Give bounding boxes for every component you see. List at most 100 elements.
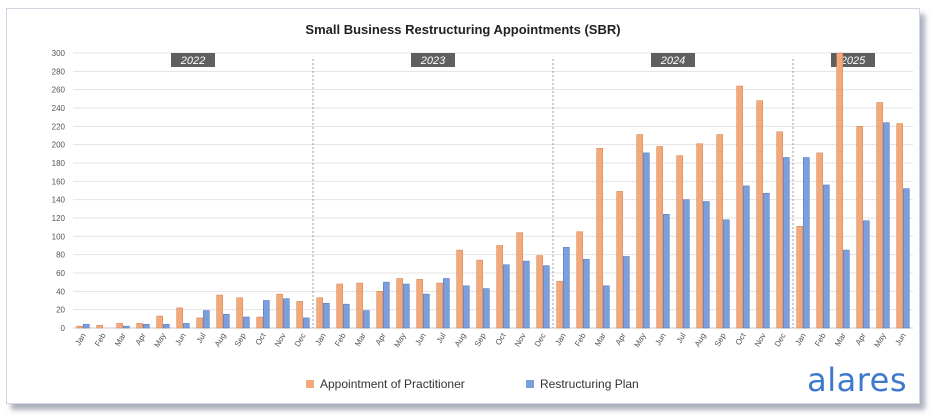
bar-restructuring xyxy=(382,281,390,329)
bar-restructuring xyxy=(902,188,910,329)
x-tick-label: Dec xyxy=(293,332,308,349)
bar-appointment xyxy=(596,148,604,329)
x-tick-label: Apr xyxy=(614,331,628,347)
bar-restructuring xyxy=(882,122,890,329)
y-tick-label: 240 xyxy=(52,104,66,113)
bar-appointment xyxy=(196,317,203,329)
x-tick-label: Jul xyxy=(675,331,688,345)
x-tick-label: Apr xyxy=(134,331,148,347)
chart-title: Small Business Restructuring Appointment… xyxy=(305,22,621,37)
x-tick-label: Dec xyxy=(773,332,788,349)
bar-appointment xyxy=(536,255,544,329)
bar-restructuring xyxy=(542,265,550,329)
bar-restructuring xyxy=(642,152,650,329)
x-tick-label: Nov xyxy=(513,332,528,349)
alares-logo: alares xyxy=(807,361,907,399)
bar-appointment xyxy=(216,294,223,329)
bar-restructuring xyxy=(862,220,870,329)
x-tick-label: Jun xyxy=(893,332,907,348)
bar-appointment xyxy=(576,231,584,329)
bar-appointment xyxy=(176,307,183,329)
y-tick-label: 120 xyxy=(52,214,66,223)
bar-appointment xyxy=(76,325,83,329)
bar-appointment xyxy=(516,232,524,329)
year-label-badge xyxy=(171,53,215,67)
bar-restructuring xyxy=(622,256,630,329)
bar-appointment xyxy=(356,282,364,329)
bar-appointment xyxy=(556,280,564,329)
y-tick-label: 200 xyxy=(52,141,66,150)
bar-appointment xyxy=(276,293,284,329)
bar-appointment xyxy=(676,155,684,329)
bar-restructuring xyxy=(262,300,270,329)
x-tick-label: Jun xyxy=(413,332,427,348)
bar-appointment xyxy=(756,100,764,329)
bar-appointment xyxy=(336,283,344,329)
bar-appointment xyxy=(836,52,844,329)
bar-restructuring xyxy=(602,285,610,329)
year-label-badge xyxy=(411,53,455,67)
bar-appointment xyxy=(96,324,103,329)
bar-restructuring xyxy=(782,157,790,329)
bar-restructuring xyxy=(243,316,250,329)
bar-appointment xyxy=(236,297,243,329)
bar-appointment xyxy=(696,143,704,329)
bar-restructuring xyxy=(562,247,570,329)
bar-restructuring xyxy=(722,219,730,329)
x-tick-label: May xyxy=(632,332,647,350)
bar-restructuring xyxy=(83,324,90,329)
x-tick-label: Apr xyxy=(374,331,388,347)
x-tick-label: Jan xyxy=(313,332,327,348)
bar-appointment xyxy=(256,316,263,329)
y-tick-label: 140 xyxy=(52,196,66,205)
legend-swatch-restructuring xyxy=(526,380,534,388)
bar-appointment xyxy=(856,126,864,329)
y-tick-label: 40 xyxy=(56,287,65,296)
x-tick-label: Feb xyxy=(813,331,828,348)
bar-restructuring xyxy=(682,199,690,329)
bar-restructuring xyxy=(742,185,750,329)
bar-restructuring xyxy=(802,157,810,329)
x-tick-label: Oct xyxy=(254,331,268,347)
bar-appointment xyxy=(496,245,504,329)
bar-appointment xyxy=(296,301,304,329)
y-tick-label: 300 xyxy=(52,49,66,58)
x-tick-label: May xyxy=(392,332,407,350)
x-tick-label: Aug xyxy=(453,332,468,349)
x-tick-label: Oct xyxy=(734,331,748,347)
bar-restructuring xyxy=(282,298,290,329)
x-tick-label: Jul xyxy=(195,331,208,345)
bar-appointment xyxy=(376,291,384,329)
x-tick-label: Feb xyxy=(93,331,108,348)
bar-appointment xyxy=(316,297,324,329)
bar-restructuring xyxy=(402,283,410,329)
y-tick-label: 260 xyxy=(52,86,66,95)
year-label: 2024 xyxy=(660,55,685,67)
bar-restructuring xyxy=(482,288,490,329)
bar-restructuring xyxy=(183,323,190,329)
x-tick-label: Mar xyxy=(353,331,368,348)
bar-restructuring xyxy=(342,303,350,329)
bar-appointment xyxy=(396,278,404,329)
bar-chart: 0 20 40 60 80 100 120 140 160 180 200 220 240 260 280 3… xyxy=(52,49,913,350)
bar-restructuring xyxy=(502,264,510,329)
x-tick-label: Jun xyxy=(173,332,187,348)
year-label: 2025 xyxy=(840,55,866,67)
bar-appointment xyxy=(436,282,444,329)
bar-restructuring xyxy=(143,324,150,329)
bar-restructuring xyxy=(462,285,470,329)
bar-appointment xyxy=(136,323,143,329)
x-tick-label: Apr xyxy=(854,331,868,347)
x-tick-label: Jan xyxy=(73,332,87,348)
bar-appointment xyxy=(716,134,724,329)
x-tick-label: Feb xyxy=(333,331,348,348)
bar-appointment xyxy=(456,249,464,329)
bar-appointment xyxy=(796,225,804,329)
x-tick-label: Aug xyxy=(213,332,228,349)
x-tick-label: Jan xyxy=(793,332,807,348)
chart-card: Small Business Restructuring Appointment… xyxy=(6,8,920,404)
y-tick-label: 80 xyxy=(56,251,65,260)
bar-restructuring xyxy=(582,258,590,329)
x-tick-label: Sep xyxy=(473,331,488,348)
bar-restructuring xyxy=(223,313,230,329)
